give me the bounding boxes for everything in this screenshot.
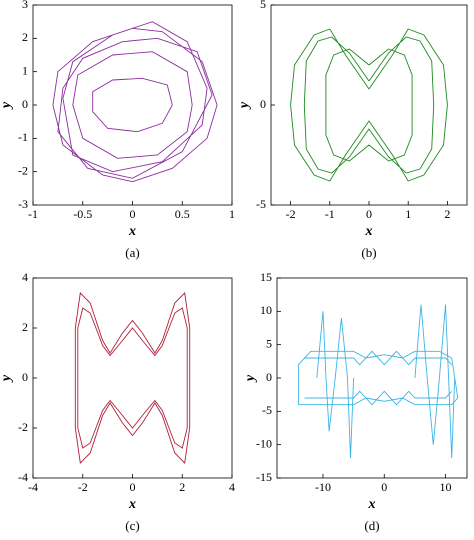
y-tick-label: 1 bbox=[22, 63, 28, 77]
y-axis-label: y bbox=[0, 101, 14, 110]
y-axis-label: y bbox=[243, 374, 258, 383]
x-tick-label: 1 bbox=[405, 207, 411, 221]
y-tick-label: -4 bbox=[18, 470, 28, 484]
y-tick-label: 15 bbox=[260, 270, 272, 284]
trajectory bbox=[290, 28, 448, 182]
x-tick-label: 0 bbox=[130, 207, 136, 221]
y-axis-label: y bbox=[0, 374, 14, 383]
caption: (d) bbox=[364, 518, 379, 533]
x-tick-label: 0 bbox=[381, 480, 387, 494]
y-tick-label: 2 bbox=[22, 320, 28, 334]
y-tick-label: 4 bbox=[22, 270, 28, 284]
y-tick-label: 0 bbox=[266, 370, 272, 384]
y-tick-label: 3 bbox=[22, 0, 28, 11]
x-tick-label: 1 bbox=[229, 207, 235, 221]
x-tick-label: -1 bbox=[28, 207, 38, 221]
plot-frame bbox=[276, 277, 468, 479]
y-tick-label: -1 bbox=[18, 130, 28, 144]
caption: (a) bbox=[125, 245, 139, 260]
y-tick-label: 2 bbox=[22, 30, 28, 44]
plot-frame bbox=[32, 277, 233, 479]
trajectory bbox=[74, 292, 191, 464]
plot-frame bbox=[270, 4, 468, 206]
y-tick-label: -2 bbox=[18, 420, 28, 434]
y-tick-label: -15 bbox=[256, 470, 272, 484]
x-tick-label: -2 bbox=[286, 207, 296, 221]
y-tick-label: -10 bbox=[256, 436, 272, 450]
y-tick-label: 0 bbox=[22, 97, 28, 111]
y-tick-label: 10 bbox=[260, 303, 272, 317]
x-tick-label: 4 bbox=[229, 480, 235, 494]
x-axis-label: x bbox=[128, 224, 136, 239]
x-tick-label: 2 bbox=[179, 480, 185, 494]
caption: (b) bbox=[361, 245, 376, 260]
y-tick-label: 0 bbox=[22, 370, 28, 384]
y-tick-label: 0 bbox=[260, 97, 266, 111]
y-tick-label: 5 bbox=[260, 0, 266, 11]
x-axis-label: x bbox=[128, 497, 136, 512]
x-tick-label: 0 bbox=[366, 207, 372, 221]
x-axis-label: x bbox=[365, 224, 373, 239]
x-tick-label: -0.5 bbox=[73, 207, 92, 221]
x-tick-label: -2 bbox=[78, 480, 88, 494]
x-tick-label: -4 bbox=[28, 480, 38, 494]
y-tick-label: -5 bbox=[262, 403, 272, 417]
y-tick-label: -3 bbox=[18, 197, 28, 211]
plot-frame bbox=[32, 4, 233, 206]
trajectory bbox=[52, 21, 218, 183]
caption: (c) bbox=[125, 518, 139, 533]
x-tick-label: 2 bbox=[444, 207, 450, 221]
x-axis-label: x bbox=[368, 497, 376, 512]
y-tick-label: -2 bbox=[18, 163, 28, 177]
y-tick-label: 5 bbox=[266, 336, 272, 350]
y-tick-label: -5 bbox=[256, 197, 266, 211]
y-axis-label: y bbox=[237, 101, 252, 110]
x-tick-label: -10 bbox=[315, 480, 331, 494]
trajectory bbox=[298, 304, 459, 459]
x-tick-label: 0.5 bbox=[175, 207, 190, 221]
x-tick-label: -1 bbox=[325, 207, 335, 221]
x-tick-label: 10 bbox=[440, 480, 452, 494]
x-tick-label: 0 bbox=[130, 480, 136, 494]
